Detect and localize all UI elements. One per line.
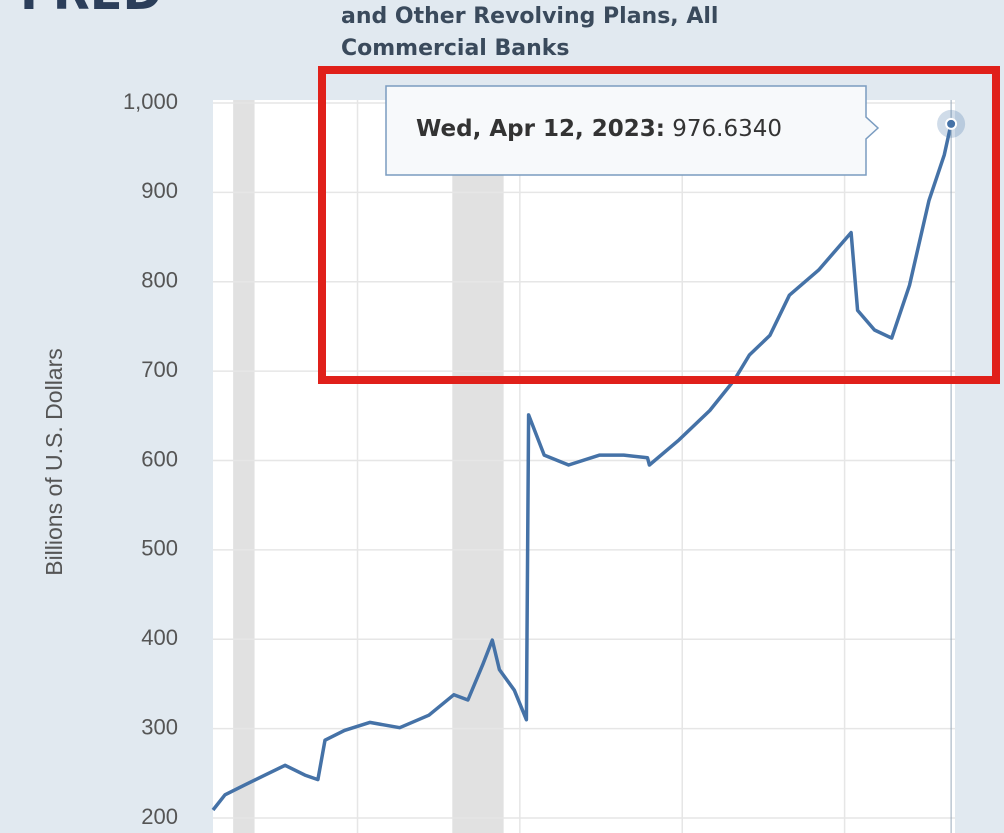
- y-tick-label: 800: [141, 268, 178, 293]
- y-axis-label: Billions of U.S. Dollars: [41, 348, 67, 576]
- tooltip-date: Wed, Apr 12, 2023:: [416, 116, 665, 142]
- y-tick-label: 700: [141, 357, 178, 382]
- y-tick-label: 1,000: [123, 89, 178, 114]
- y-tick-label: 400: [141, 625, 178, 650]
- y-tick-label: 900: [141, 178, 178, 203]
- chart-title: and Other Revolving Plans, All: [341, 4, 718, 29]
- tooltip-text: Wed, Apr 12, 2023: 976.6340: [416, 116, 782, 142]
- y-tick-label: 200: [141, 804, 178, 829]
- logo: FRED: [20, 0, 162, 21]
- tooltip: Wed, Apr 12, 2023: 976.6340: [385, 85, 880, 176]
- recession-band: [452, 100, 504, 833]
- tooltip-box: [385, 85, 880, 176]
- y-tick-label: 300: [141, 714, 178, 739]
- hover-point: [945, 117, 958, 130]
- highlight-box: [318, 66, 1000, 384]
- plot-area: [213, 100, 955, 833]
- plot: 200 300 400 500 600 700 800 900 1,000: [123, 89, 966, 833]
- y-tick-label: 600: [141, 446, 178, 471]
- data-line: [211, 123, 953, 812]
- recession-band: [233, 100, 255, 833]
- tooltip-value: 976.6340: [672, 116, 782, 142]
- y-tick-label: 500: [141, 536, 178, 561]
- chart-title: Commercial Banks: [341, 36, 570, 61]
